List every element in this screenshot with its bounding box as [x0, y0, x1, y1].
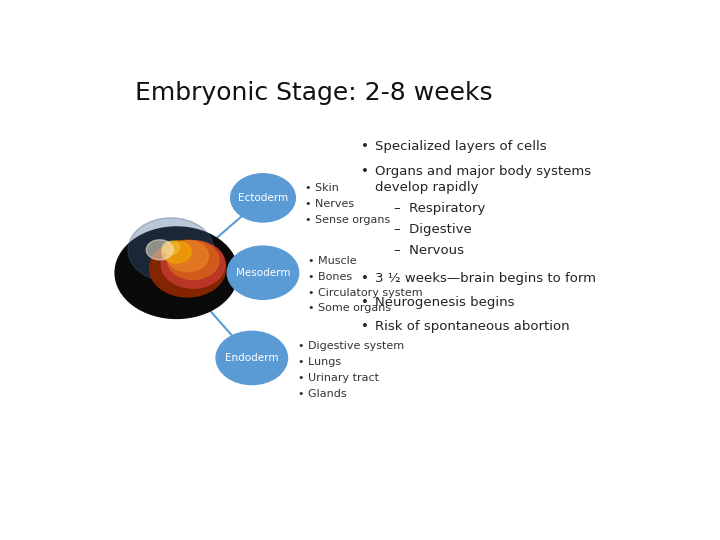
Text: Risk of spontaneous abortion: Risk of spontaneous abortion [374, 320, 570, 333]
Text: • Lungs: • Lungs [297, 357, 341, 367]
Circle shape [150, 240, 225, 297]
Text: Ectoderm: Ectoderm [238, 193, 288, 203]
Text: • Digestive system: • Digestive system [297, 341, 404, 352]
Text: • Some organs: • Some organs [307, 303, 391, 313]
Text: • Nerves: • Nerves [305, 199, 354, 209]
Text: •: • [361, 140, 369, 153]
Text: 3 ½ weeks—brain begins to form: 3 ½ weeks—brain begins to form [374, 272, 595, 285]
Circle shape [146, 240, 174, 260]
Text: Embryonic Stage: 2-8 weeks: Embryonic Stage: 2-8 weeks [135, 82, 492, 105]
Circle shape [128, 218, 214, 282]
Circle shape [167, 240, 209, 272]
Circle shape [228, 246, 299, 299]
Text: • Urinary tract: • Urinary tract [297, 373, 379, 383]
Text: –  Nervous: – Nervous [394, 244, 464, 256]
Text: • Bones: • Bones [307, 272, 352, 282]
Circle shape [115, 227, 238, 319]
Text: Specialized layers of cells: Specialized layers of cells [374, 140, 546, 153]
Text: • Circulatory system: • Circulatory system [307, 288, 422, 298]
Text: Endoderm: Endoderm [225, 353, 279, 363]
Text: Neurogenesis begins: Neurogenesis begins [374, 296, 514, 309]
Text: Organs and major body systems
develop rapidly: Organs and major body systems develop ra… [374, 165, 590, 194]
Circle shape [230, 174, 295, 222]
Text: • Glands: • Glands [297, 389, 346, 399]
Text: • Muscle: • Muscle [307, 256, 356, 266]
Circle shape [168, 241, 219, 279]
Circle shape [162, 241, 192, 263]
Text: •: • [361, 272, 369, 285]
Text: • Sense organs: • Sense organs [305, 215, 390, 225]
Text: • Skin: • Skin [305, 183, 338, 193]
Text: Mesoderm: Mesoderm [235, 268, 290, 278]
Text: –  Respiratory: – Respiratory [394, 202, 485, 215]
Text: •: • [361, 320, 369, 333]
Text: •: • [361, 165, 369, 178]
Text: –  Digestive: – Digestive [394, 223, 472, 236]
Circle shape [162, 241, 179, 254]
Circle shape [161, 241, 225, 288]
Text: •: • [361, 296, 369, 309]
Circle shape [216, 332, 287, 384]
